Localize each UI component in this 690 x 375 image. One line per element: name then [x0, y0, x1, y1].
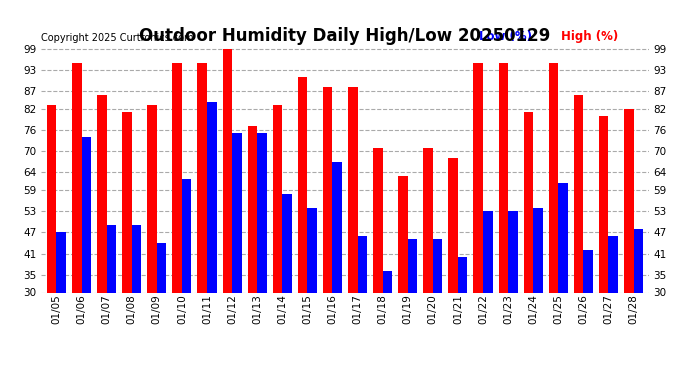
- Bar: [207, 102, 217, 292]
- Bar: [533, 208, 543, 292]
- Bar: [558, 183, 568, 292]
- Bar: [408, 240, 417, 292]
- Bar: [483, 211, 493, 292]
- Bar: [373, 147, 383, 292]
- Bar: [257, 134, 267, 292]
- Bar: [282, 194, 292, 292]
- Bar: [182, 179, 191, 292]
- Bar: [122, 112, 132, 292]
- Bar: [172, 63, 182, 292]
- Bar: [298, 77, 307, 292]
- Bar: [107, 225, 116, 292]
- Title: Outdoor Humidity Daily High/Low 20250129: Outdoor Humidity Daily High/Low 20250129: [139, 27, 551, 45]
- Bar: [433, 240, 442, 292]
- Bar: [448, 158, 458, 292]
- Bar: [232, 134, 241, 292]
- Bar: [197, 63, 207, 292]
- Bar: [574, 94, 583, 292]
- Bar: [458, 257, 467, 292]
- Bar: [599, 116, 609, 292]
- Bar: [383, 271, 392, 292]
- Bar: [524, 112, 533, 292]
- Bar: [583, 250, 593, 292]
- Bar: [499, 63, 508, 292]
- Bar: [333, 162, 342, 292]
- Bar: [633, 229, 643, 292]
- Bar: [248, 126, 257, 292]
- Bar: [624, 109, 633, 292]
- Bar: [97, 94, 107, 292]
- Bar: [223, 48, 232, 292]
- Bar: [348, 87, 357, 292]
- Bar: [357, 236, 367, 292]
- Bar: [473, 63, 483, 292]
- Bar: [549, 63, 558, 292]
- Bar: [132, 225, 141, 292]
- Text: Low (%): Low (%): [479, 30, 531, 42]
- Bar: [81, 137, 91, 292]
- Bar: [423, 147, 433, 292]
- Bar: [57, 232, 66, 292]
- Bar: [307, 208, 317, 292]
- Bar: [157, 243, 166, 292]
- Text: High (%): High (%): [560, 30, 618, 42]
- Bar: [147, 105, 157, 292]
- Bar: [323, 87, 333, 292]
- Bar: [398, 176, 408, 292]
- Text: Copyright 2025 Curtronics.com: Copyright 2025 Curtronics.com: [41, 33, 194, 42]
- Bar: [72, 63, 81, 292]
- Bar: [609, 236, 618, 292]
- Bar: [273, 105, 282, 292]
- Bar: [508, 211, 518, 292]
- Bar: [47, 105, 57, 292]
